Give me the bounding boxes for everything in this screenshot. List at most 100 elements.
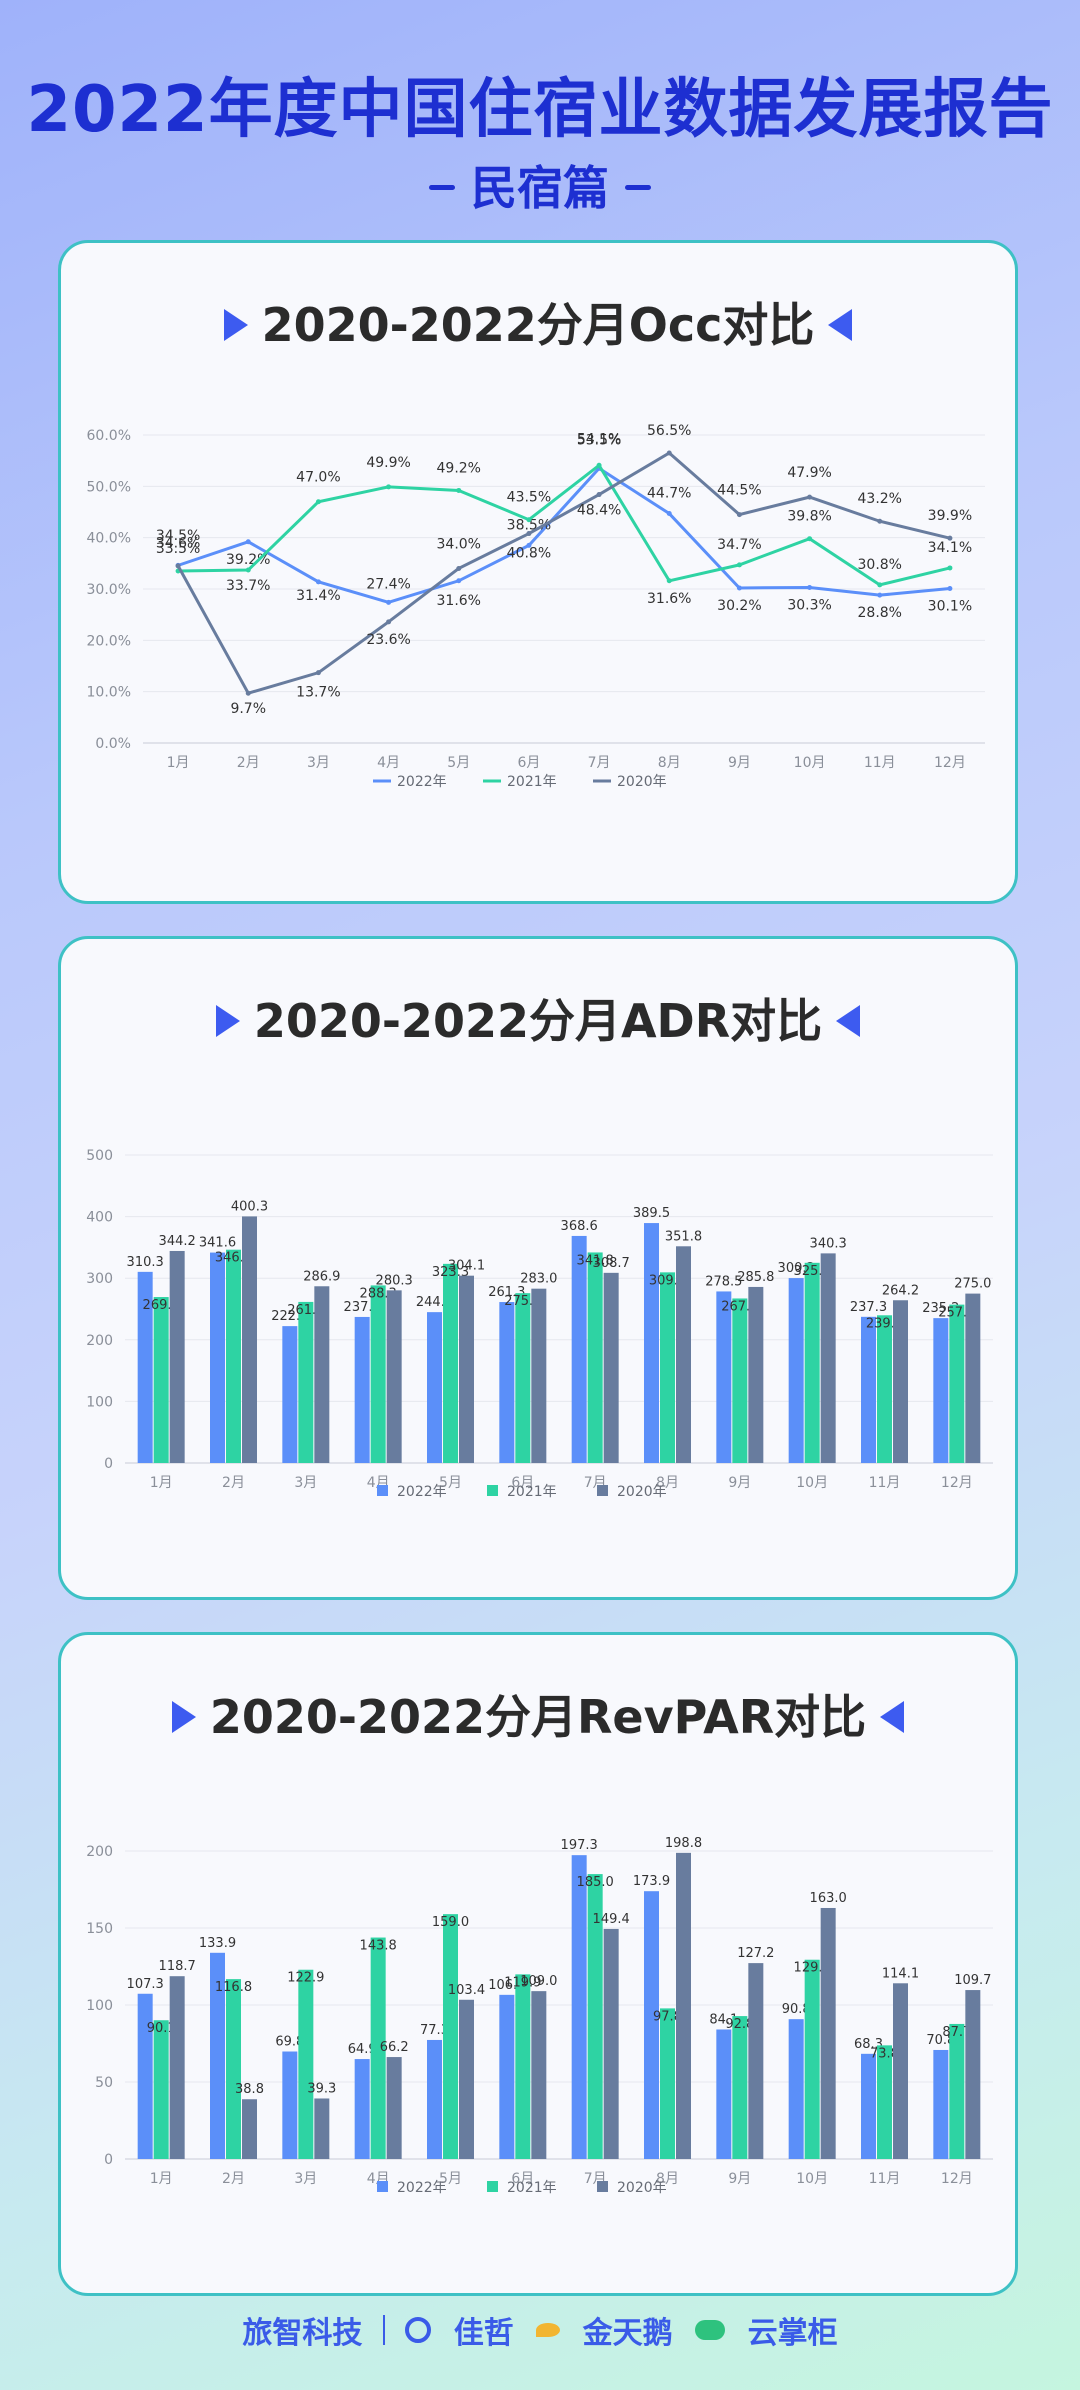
x-tick-label: 12月 (934, 755, 966, 771)
data-label: 103.4 (448, 1983, 485, 1998)
x-tick-label: 9月 (728, 755, 751, 771)
data-point (526, 517, 532, 523)
x-tick-label: 10月 (794, 755, 826, 771)
data-label: 53.5% (577, 432, 621, 448)
data-point (245, 539, 251, 545)
bar-2022年 (861, 1316, 876, 1463)
bar-2022年 (427, 1312, 442, 1463)
legend-label: 2022年 (397, 1484, 447, 1500)
bar-2021年 (587, 1874, 603, 2159)
y-tick-label: 100 (86, 1394, 113, 1410)
data-point (596, 492, 602, 498)
data-label: 43.5% (507, 490, 551, 506)
data-label: 38.8 (235, 2082, 264, 2097)
x-tick-label: 6月 (517, 755, 540, 771)
bar-2022年 (933, 1318, 949, 1463)
data-label: 109.0 (520, 1974, 557, 1989)
data-label: 90.8 (782, 2002, 811, 2017)
bar-2022年 (354, 1316, 370, 1463)
data-label: 133.9 (199, 1936, 236, 1951)
data-point (456, 487, 462, 493)
report-subtitle-wrap: 民宿篇 (0, 152, 1080, 218)
data-label: 34.0% (437, 536, 481, 552)
y-tick-label: 20.0% (87, 633, 131, 649)
legend-swatch (487, 1485, 498, 1496)
data-label: 159.0 (432, 1915, 469, 1930)
data-point (736, 562, 742, 568)
data-point (315, 499, 321, 505)
x-tick-label: 1月 (150, 2171, 173, 2187)
data-point (877, 582, 883, 588)
y-tick-label: 50.0% (87, 479, 131, 495)
data-label: 275.0 (954, 1277, 991, 1292)
data-point (456, 565, 462, 571)
data-label: 185.0 (577, 1875, 614, 1890)
bar-2020年 (893, 1983, 908, 2159)
subtitle-dash-left (429, 185, 455, 190)
data-label: 39.9% (928, 508, 972, 524)
y-tick-label: 150 (86, 1921, 113, 1937)
bar-2021年 (370, 1937, 386, 2159)
bar-2020年 (603, 1272, 619, 1463)
legend-label: 2021年 (507, 2180, 557, 2196)
data-label: 9.7% (230, 701, 266, 717)
bar-2020年 (748, 1286, 764, 1463)
bar-2021年 (660, 1272, 675, 1463)
data-label: 308.7 (593, 1256, 630, 1271)
bar-2020年 (965, 1293, 981, 1463)
data-label: 344.2 (159, 1234, 196, 1249)
data-label: 34.6% (156, 535, 200, 551)
revpar-chart-title: 2020-2022分月RevPAR对比 (61, 1681, 1015, 1747)
data-label: 39.2% (226, 552, 270, 568)
data-label: 400.3 (231, 1199, 268, 1214)
data-label: 285.8 (737, 1270, 774, 1285)
data-label: 351.8 (665, 1229, 702, 1244)
revpar-chart-card: 2020-2022分月RevPAR对比 0 50 100 150 200 1月 2月 3月 4月… (58, 1632, 1018, 2296)
y-tick-label: 400 (86, 1210, 113, 1226)
series-line-2020年 (176, 451, 951, 695)
bar-2021年 (732, 1298, 748, 1463)
bar-2020年 (531, 1991, 547, 2159)
adr-chart-card: 2020-2022分月ADR对比 0 100 200 300 400 500 1月 2月 3月 4… (58, 936, 1018, 1600)
x-tick-label: 8月 (656, 1475, 679, 1491)
x-tick-label: 2月 (222, 2171, 245, 2187)
bar-2021年 (949, 2023, 965, 2159)
bar-2021年 (443, 1914, 458, 2159)
data-label: 70.8 (926, 2033, 955, 2048)
data-point (666, 450, 672, 456)
data-label: 56.5% (647, 423, 691, 439)
bar-2022年 (354, 2059, 370, 2159)
data-point (526, 531, 532, 537)
legend-label: 2022年 (397, 774, 447, 790)
data-point (807, 584, 813, 590)
bar-2021年 (587, 1252, 603, 1463)
x-tick-label: 2月 (237, 755, 260, 771)
y-tick-label: 300 (86, 1271, 113, 1287)
adr-chart-title: 2020-2022分月ADR对比 (61, 985, 1015, 1051)
y-tick-label: 50 (95, 2075, 113, 2091)
data-label: 97.8 (653, 2009, 682, 2024)
data-label: 114.1 (882, 1966, 919, 1981)
data-label: 64.9 (348, 2042, 377, 2057)
y-tick-label: 100 (86, 1998, 113, 2014)
bar-2022年 (282, 1326, 298, 1463)
bar-2022年 (571, 1235, 587, 1463)
data-label: 39.3 (307, 2081, 336, 2096)
bar-2020年 (386, 2057, 402, 2159)
data-label: 33.7% (226, 578, 270, 594)
bar-2022年 (788, 2019, 804, 2159)
bar-2020年 (603, 1928, 619, 2159)
data-point (666, 511, 672, 517)
subtitle-dash-right (625, 185, 651, 190)
triangle-left-icon (880, 1700, 905, 1733)
bar-2021年 (732, 2016, 748, 2159)
data-label: 389.5 (633, 1206, 670, 1221)
legend-swatch (487, 2181, 498, 2192)
y-tick-label: 60.0% (87, 428, 131, 444)
bar-2022年 (716, 2029, 732, 2159)
series-line-2021年 (178, 463, 951, 587)
legend-swatch (597, 1485, 608, 1496)
y-tick-label: 200 (86, 1333, 113, 1349)
jiazhe-logo-icon (405, 2317, 432, 2343)
golden-swan-logo-icon (536, 2323, 561, 2337)
